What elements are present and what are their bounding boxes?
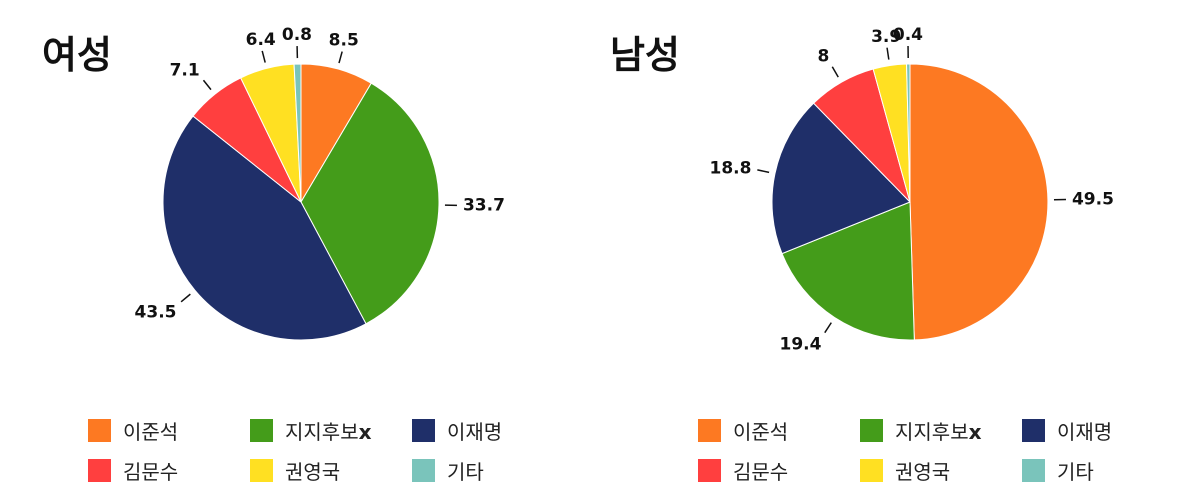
legend-label-text: 이재명	[1057, 419, 1113, 444]
legend-item: 지지후보x	[860, 416, 1022, 444]
legend-swatch	[250, 458, 273, 482]
legend-label: 기타	[447, 456, 484, 485]
data-label: 0.4	[893, 25, 923, 45]
legend-label: 이재명	[447, 416, 502, 445]
data-label: 0.8	[282, 25, 312, 45]
legend-label-text: 이준석	[733, 419, 789, 444]
data-label: 8	[817, 47, 829, 67]
pie-slice	[781, 201, 915, 341]
legend-swatch	[1022, 418, 1045, 442]
data-label: 7.1	[170, 61, 200, 81]
legend-item: 김문수	[698, 456, 860, 484]
data-label: 19.4	[780, 335, 822, 355]
legend-label: 김문수	[733, 456, 788, 485]
legend-label: 이준석	[123, 416, 178, 445]
legend-swatch	[250, 418, 273, 442]
pie-slice	[906, 63, 911, 203]
legend-label-text: 권영국	[285, 459, 341, 484]
pie-chart-male: 남성 49.5 19.4 18.8 8 3.90.4	[610, 25, 1114, 355]
legend-label: 지지후보x	[895, 416, 982, 445]
data-label: 3.9	[871, 27, 901, 47]
legend-label-text: 이재명	[447, 419, 503, 444]
legend-swatch	[698, 458, 721, 482]
legend-swatch	[412, 458, 435, 482]
legend-label: 기타	[1057, 456, 1094, 485]
leader-line	[824, 322, 832, 334]
legend-item: 김문수	[88, 456, 250, 484]
leader-line	[202, 79, 212, 91]
legend-item: 이재명	[1022, 416, 1184, 444]
legend-label-suffix: x	[968, 419, 982, 444]
legend-item: 지지후보x	[250, 416, 412, 444]
legend-label: 권영국	[895, 456, 950, 485]
chart-title: 여성	[42, 33, 112, 77]
legend-label-suffix: x	[358, 419, 372, 444]
legend-swatch	[860, 418, 883, 442]
legend-label-text: 기타	[1057, 459, 1094, 484]
legend-label-text: 기타	[447, 459, 484, 484]
legend-item: 이준석	[698, 416, 860, 444]
legend-label-text: 지지후보	[285, 419, 359, 444]
legend-swatch	[88, 418, 111, 442]
leader-line	[338, 51, 343, 64]
legend-item: 이재명	[412, 416, 574, 444]
legend-swatch	[698, 418, 721, 442]
legend-label-text: 지지후보	[895, 419, 969, 444]
pie-chart-female: 여성 8.5 33.7 43.5 7.1 6.4 0.8	[42, 25, 505, 341]
legend-swatch	[860, 458, 883, 482]
legend-swatch	[88, 458, 111, 482]
legend-label-text: 김문수	[733, 459, 789, 484]
legend-item: 기타	[1022, 456, 1184, 484]
legend-swatch	[412, 418, 435, 442]
legend-label-text: 이준석	[123, 419, 179, 444]
data-label: 8.5	[329, 31, 359, 51]
data-label: 43.5	[135, 303, 177, 323]
legend-swatch	[1022, 458, 1045, 482]
leader-line	[757, 169, 770, 174]
legend-label: 지지후보x	[285, 416, 372, 445]
pie-slice	[162, 115, 367, 341]
leader-line	[180, 293, 191, 303]
leader-line	[261, 50, 266, 63]
data-label: 18.8	[710, 159, 752, 179]
legend-item: 이준석	[88, 416, 250, 444]
chart-title: 남성	[610, 33, 680, 77]
legend-label: 권영국	[285, 456, 340, 485]
legend-label: 이재명	[1057, 416, 1112, 445]
legend-item: 권영국	[860, 456, 1022, 484]
pie-slice	[293, 63, 302, 203]
data-label: 49.5	[1072, 189, 1114, 209]
pie-slice	[300, 82, 440, 325]
legend-label: 김문수	[123, 456, 178, 485]
leader-line	[831, 66, 839, 78]
data-label: 33.7	[463, 196, 505, 216]
legend-label: 이준석	[733, 416, 788, 445]
legend-label-text: 권영국	[895, 459, 951, 484]
pie-slice	[909, 63, 1049, 341]
data-label: 6.4	[246, 30, 276, 50]
legend-label-text: 김문수	[123, 459, 179, 484]
leader-line	[886, 47, 890, 60]
legend-item: 기타	[412, 456, 574, 484]
legend-item: 권영국	[250, 456, 412, 484]
pie-slice	[771, 102, 911, 255]
